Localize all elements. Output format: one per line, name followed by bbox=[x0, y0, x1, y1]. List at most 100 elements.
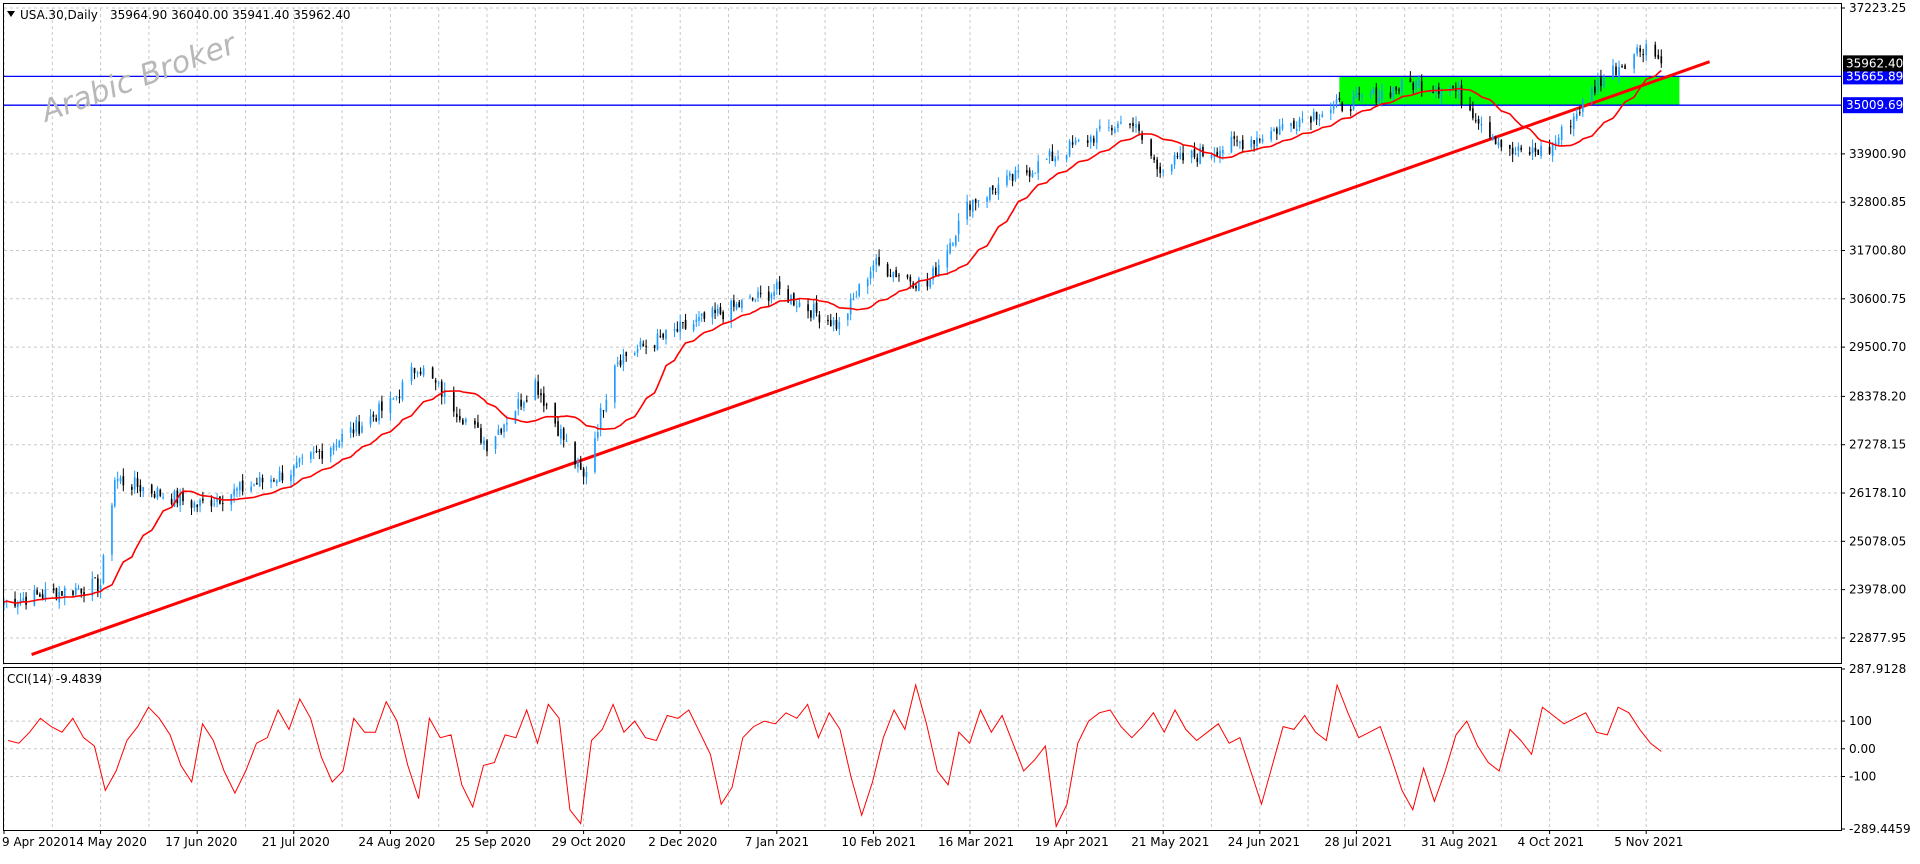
candle bbox=[1273, 127, 1275, 132]
candle bbox=[338, 439, 341, 449]
candle-body bbox=[1494, 137, 1497, 145]
candle-body bbox=[91, 578, 94, 596]
candle bbox=[465, 417, 467, 426]
candle-body bbox=[74, 587, 77, 595]
candle bbox=[754, 299, 757, 303]
candle bbox=[236, 486, 238, 498]
candle bbox=[1098, 119, 1101, 132]
candle bbox=[159, 488, 162, 498]
candle-body bbox=[832, 320, 835, 325]
candle bbox=[858, 283, 861, 298]
candle bbox=[83, 586, 85, 603]
candle-body bbox=[866, 279, 869, 287]
candle bbox=[866, 277, 869, 294]
candle bbox=[33, 585, 36, 607]
candle bbox=[122, 468, 125, 492]
cci-tick-label: -289.4459 bbox=[1849, 822, 1911, 836]
candle bbox=[872, 260, 875, 279]
candle-body bbox=[315, 450, 318, 453]
candle-body bbox=[1239, 141, 1241, 144]
candle bbox=[72, 590, 74, 597]
candle-body bbox=[1432, 92, 1434, 94]
candle bbox=[1603, 74, 1605, 88]
candle-body bbox=[1352, 96, 1355, 110]
candle bbox=[1457, 81, 1460, 99]
candle-body bbox=[1182, 152, 1184, 161]
candle-body bbox=[1135, 124, 1137, 128]
candle bbox=[1330, 102, 1332, 121]
candle bbox=[1657, 49, 1660, 60]
candle bbox=[692, 320, 695, 333]
candle bbox=[312, 446, 315, 459]
candle bbox=[562, 426, 565, 448]
candle bbox=[673, 322, 676, 338]
candle bbox=[1409, 71, 1412, 83]
candle bbox=[361, 421, 363, 434]
candle-body bbox=[270, 479, 272, 483]
candle-body bbox=[1540, 145, 1542, 156]
candle bbox=[679, 314, 682, 340]
candle bbox=[1349, 106, 1352, 117]
candle-body bbox=[1170, 164, 1173, 172]
candle-body bbox=[1489, 122, 1491, 138]
candle bbox=[310, 450, 312, 463]
candle-body bbox=[759, 292, 762, 294]
candle bbox=[676, 321, 679, 333]
candle bbox=[1298, 116, 1301, 132]
candle-body bbox=[162, 496, 164, 498]
candle bbox=[19, 592, 22, 606]
candle bbox=[716, 304, 719, 317]
candle-body bbox=[659, 335, 662, 337]
candle bbox=[875, 253, 878, 273]
candle-body bbox=[1114, 128, 1116, 133]
candle bbox=[258, 471, 261, 488]
candle-body bbox=[131, 486, 133, 490]
candle-body bbox=[1196, 157, 1199, 163]
candle-body bbox=[97, 578, 99, 592]
candle bbox=[74, 582, 77, 596]
candle bbox=[1528, 146, 1531, 156]
candle bbox=[1581, 97, 1584, 118]
candle-body bbox=[778, 281, 781, 290]
candle-body bbox=[1190, 150, 1193, 158]
candle bbox=[1028, 167, 1031, 183]
candle-body bbox=[673, 329, 676, 331]
candle-body bbox=[957, 220, 960, 234]
candle-body bbox=[503, 424, 505, 432]
candle bbox=[440, 379, 443, 405]
chevron-down-icon[interactable] bbox=[7, 11, 15, 17]
candle bbox=[179, 488, 181, 513]
hline-price-label: 35665.89 bbox=[1846, 69, 1903, 83]
candle bbox=[1312, 108, 1315, 122]
candle-body bbox=[1281, 123, 1284, 129]
candle bbox=[1295, 121, 1298, 135]
candle-body bbox=[258, 476, 261, 487]
candle bbox=[1261, 134, 1264, 144]
candle-body bbox=[754, 299, 757, 301]
trendline-layer bbox=[31, 60, 1711, 656]
candle bbox=[1654, 41, 1657, 59]
candle bbox=[926, 272, 929, 291]
candle-body bbox=[369, 416, 372, 425]
candle bbox=[525, 395, 528, 403]
trendline[interactable] bbox=[31, 60, 1711, 656]
candle-body bbox=[605, 399, 608, 412]
candle bbox=[1557, 134, 1560, 147]
cci-layer bbox=[7, 683, 1662, 829]
candle-body bbox=[1469, 104, 1471, 111]
candle bbox=[719, 303, 722, 316]
candle bbox=[1135, 116, 1137, 133]
candle bbox=[1531, 139, 1534, 161]
candle bbox=[1278, 119, 1281, 136]
candle-body bbox=[1612, 65, 1614, 80]
candle-body bbox=[301, 457, 304, 459]
candle bbox=[751, 297, 754, 302]
candle-body bbox=[1179, 153, 1182, 159]
candle-body bbox=[1392, 87, 1395, 97]
candle-body bbox=[292, 465, 295, 477]
candle bbox=[256, 477, 258, 485]
candle bbox=[238, 481, 241, 497]
candle bbox=[1508, 144, 1511, 156]
candle-body bbox=[1150, 139, 1152, 156]
